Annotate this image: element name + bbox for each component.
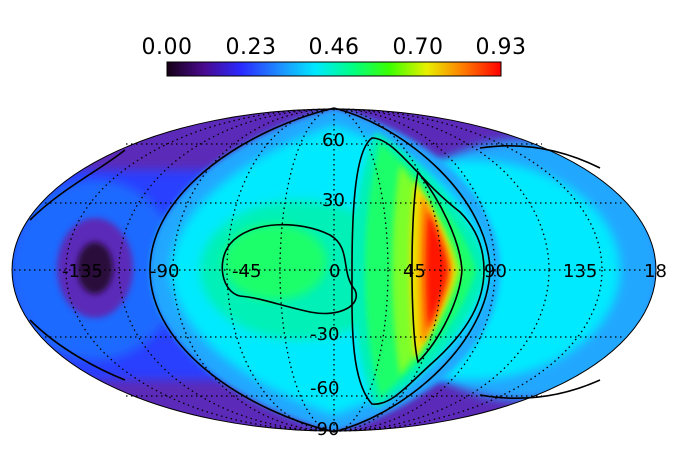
latitude-labels: 60 30 -30 -60 -90: [310, 130, 345, 440]
longitude-label: 135: [563, 261, 597, 282]
latitude-label: 60: [322, 130, 345, 151]
colorbar-tick-label: 0.23: [226, 35, 277, 60]
colorbar-tick-label: 0.46: [309, 35, 360, 60]
contour-line: [29, 319, 126, 381]
contour-line: [351, 137, 485, 405]
longitude-label: 45: [403, 261, 426, 282]
meridian: [279, 108, 389, 432]
map-outline: [11, 108, 657, 432]
latitude-label: 30: [322, 190, 345, 211]
mollweide-map: -135 -90 -45 0 45 90 135 18 60 30 -30 -6…: [11, 107, 667, 440]
colorbar-tick-label: 0.00: [142, 35, 193, 60]
contour-line: [221, 223, 358, 315]
longitude-labels: -135 -90 -45 0 45 90 135 18: [62, 261, 667, 282]
latitude-label: -90: [310, 419, 339, 440]
latitude-label: -30: [310, 324, 339, 345]
contour-line: [479, 379, 601, 400]
longitude-label: -45: [232, 261, 261, 282]
longitude-label: -135: [62, 261, 103, 282]
contour-line: [29, 149, 126, 221]
latitude-label: -60: [310, 378, 339, 399]
colorbar: 0.00 0.23 0.46 0.70 0.93: [142, 35, 527, 77]
colorbar-gradient: [166, 61, 502, 77]
longitude-label: 90: [484, 261, 507, 282]
longitude-label: 0: [329, 261, 340, 282]
longitude-label: 18: [644, 261, 667, 282]
contour-line: [479, 144, 601, 169]
contour-line: [411, 170, 463, 364]
colorbar-tick-label: 0.93: [476, 35, 527, 60]
meridian: [226, 108, 442, 432]
longitude-label: -90: [150, 261, 179, 282]
colorbar-tick-label: 0.70: [393, 35, 444, 60]
